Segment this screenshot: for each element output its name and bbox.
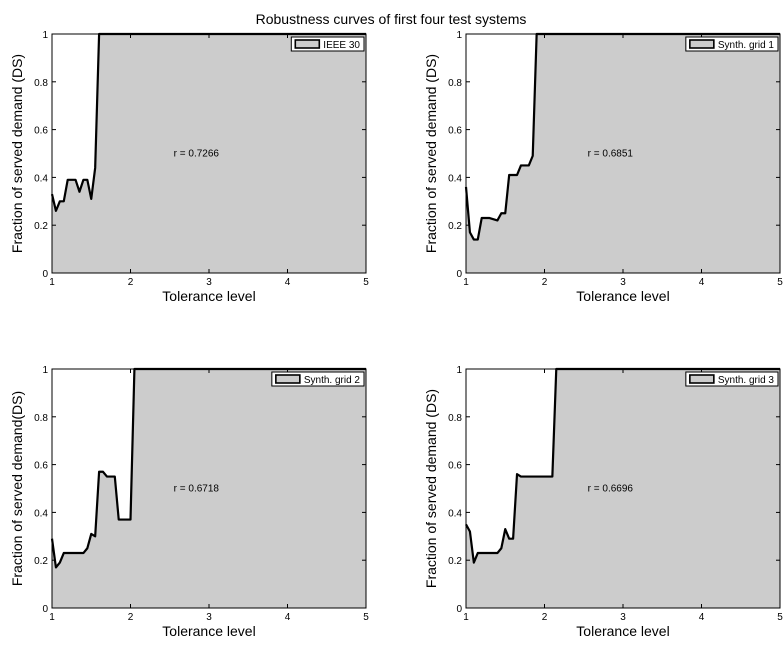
y-tick-label: 0.6 <box>448 461 462 472</box>
legend-swatch <box>689 39 715 49</box>
r-annotation: r = 0.6696 <box>588 484 634 495</box>
y-tick-label: 0.8 <box>34 78 48 89</box>
x-tick-label: 2 <box>128 612 134 623</box>
y-axis-label: Fraction of served demand (DS) <box>423 54 439 253</box>
chart-panel-3: 1 2 3 4 5 0 0.2 0.4 0.6 0.8 1 Tolerance level Fracti… <box>9 365 369 639</box>
y-tick-label: 1 <box>42 30 48 41</box>
y-tick-label: 0.8 <box>34 413 48 424</box>
series-line <box>465 367 780 564</box>
y-tick-label: 0.4 <box>448 508 462 519</box>
x-tick-label: 3 <box>620 612 626 623</box>
x-tick-label: 3 <box>620 277 626 288</box>
y-tick-label: 0.2 <box>34 556 48 567</box>
x-tick-label: 4 <box>285 612 291 623</box>
y-tick-label: 1 <box>456 365 462 376</box>
x-tick-label: 1 <box>49 612 55 623</box>
x-tick-label: 4 <box>699 612 705 623</box>
legend: IEEE 30 <box>290 36 365 52</box>
legend-swatch <box>689 374 715 384</box>
x-axis-label: Tolerance level <box>162 288 255 304</box>
x-tick-label: 2 <box>128 277 134 288</box>
area-fill <box>52 34 366 273</box>
x-tick-label: 4 <box>285 277 291 288</box>
y-tick-label: 0.4 <box>34 508 48 519</box>
x-axis-label: Tolerance level <box>576 623 669 639</box>
x-tick-label: 2 <box>542 277 548 288</box>
r-annotation: r = 0.6851 <box>588 149 634 160</box>
area-fill <box>52 369 366 608</box>
y-tick-label: 1 <box>456 30 462 41</box>
y-tick-label: 0.6 <box>34 126 48 137</box>
legend-label: IEEE 30 <box>323 40 360 51</box>
legend: Synth. grid 3 <box>685 371 779 387</box>
legend: Synth. grid 2 <box>271 371 365 387</box>
figure-title: Robustness curves of first four test sys… <box>256 11 527 27</box>
x-tick-label: 1 <box>463 277 469 288</box>
x-tick-label: 3 <box>206 277 212 288</box>
y-tick-label: 0.2 <box>448 556 462 567</box>
x-axis-label: Tolerance level <box>162 623 255 639</box>
y-tick-label: 0 <box>42 604 48 615</box>
x-tick-label: 5 <box>777 277 783 288</box>
y-tick-label: 0.8 <box>448 413 462 424</box>
x-tick-label: 4 <box>699 277 705 288</box>
y-tick-label: 0.2 <box>448 221 462 232</box>
y-tick-label: 0.4 <box>34 173 48 184</box>
x-tick-label: 5 <box>777 612 783 623</box>
chart-panel-4: 1 2 3 4 5 0 0.2 0.4 0.6 0.8 1 Tolerance level Fracti… <box>423 365 783 639</box>
y-tick-label: 0.4 <box>448 173 462 184</box>
x-tick-label: 1 <box>463 612 469 623</box>
y-tick-label: 1 <box>42 365 48 376</box>
y-axis-label: Fraction of served demand (DS) <box>9 54 25 253</box>
r-annotation: r = 0.6718 <box>174 484 220 495</box>
y-tick-label: 0 <box>42 269 48 280</box>
area-fill <box>466 34 780 273</box>
legend-label: Synth. grid 2 <box>304 375 361 386</box>
legend: Synth. grid 1 <box>685 36 779 52</box>
legend-label: Synth. grid 1 <box>718 40 775 51</box>
chart-panel-2: 1 2 3 4 5 0 0.2 0.4 0.6 0.8 1 Tolerance level Fracti… <box>423 30 783 304</box>
x-axis-label: Tolerance level <box>576 288 669 304</box>
legend-label: Synth. grid 3 <box>718 375 775 386</box>
area-fill <box>466 369 780 608</box>
y-tick-label: 0.8 <box>448 78 462 89</box>
y-tick-label: 0.6 <box>448 126 462 137</box>
r-annotation: r = 0.7266 <box>174 149 220 160</box>
y-tick-label: 0 <box>456 269 462 280</box>
y-tick-label: 0 <box>456 604 462 615</box>
x-tick-label: 5 <box>363 612 369 623</box>
y-axis-label: Fraction of served demand (DS) <box>423 389 439 588</box>
x-tick-label: 5 <box>363 277 369 288</box>
legend-swatch <box>275 374 301 384</box>
x-tick-label: 1 <box>49 277 55 288</box>
series-line <box>50 367 366 569</box>
y-tick-label: 0.2 <box>34 221 48 232</box>
chart-panel-1: 1 2 3 4 5 0 0.2 0.4 0.6 0.8 1 Tolerance level Fracti… <box>9 30 369 304</box>
x-tick-label: 2 <box>542 612 548 623</box>
y-axis-label: Fraction of served demand(DS) <box>9 391 25 586</box>
y-tick-label: 0.6 <box>34 461 48 472</box>
legend-swatch <box>294 39 321 49</box>
x-tick-label: 3 <box>206 612 212 623</box>
